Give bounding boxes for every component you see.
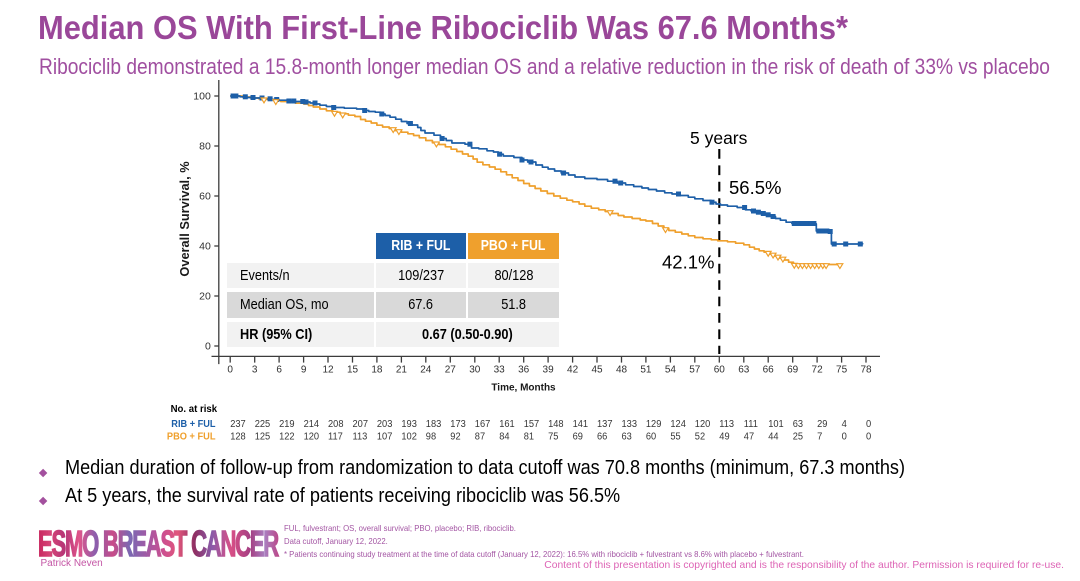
svg-text:102: 102 (401, 432, 417, 443)
svg-text:111: 111 (744, 419, 759, 430)
svg-text:55: 55 (670, 432, 681, 443)
svg-text:129: 129 (646, 419, 662, 430)
svg-text:66: 66 (763, 365, 775, 376)
svg-text:107: 107 (377, 432, 393, 443)
svg-text:60: 60 (714, 365, 726, 376)
svg-text:100: 100 (193, 91, 211, 103)
svg-text:219: 219 (279, 419, 295, 430)
svg-text:PBO + FUL: PBO + FUL (167, 432, 216, 443)
svg-text:173: 173 (450, 419, 466, 430)
svg-text:Time, Months: Time, Months (491, 382, 556, 393)
svg-text:157: 157 (524, 419, 540, 430)
svg-text:0: 0 (866, 432, 872, 443)
svg-text:122: 122 (279, 432, 295, 443)
svg-text:63: 63 (738, 365, 750, 376)
svg-text:36: 36 (518, 365, 530, 376)
svg-text:101: 101 (768, 419, 784, 430)
svg-text:56.5%: 56.5% (729, 177, 781, 198)
svg-text:63: 63 (622, 432, 633, 443)
svg-text:133: 133 (622, 419, 638, 430)
svg-text:66: 66 (597, 432, 608, 443)
svg-text:42.1%: 42.1% (662, 252, 714, 273)
svg-text:60: 60 (646, 432, 657, 443)
svg-text:No. at risk: No. at risk (171, 404, 218, 415)
svg-text:225: 225 (255, 419, 271, 430)
svg-text:98: 98 (426, 432, 437, 443)
svg-text:141: 141 (573, 419, 589, 430)
svg-text:44: 44 (768, 432, 779, 443)
svg-text:29: 29 (817, 419, 828, 430)
svg-text:RIB + FUL: RIB + FUL (171, 419, 215, 430)
svg-text:Overall Survival, %: Overall Survival, % (177, 161, 192, 277)
svg-text:128: 128 (230, 432, 246, 443)
svg-text:148: 148 (548, 419, 564, 430)
svg-text:124: 124 (670, 419, 686, 430)
svg-text:0: 0 (842, 432, 848, 443)
svg-text:0: 0 (227, 365, 233, 376)
svg-text:69: 69 (573, 432, 584, 443)
svg-text:167: 167 (475, 419, 491, 430)
svg-text:84: 84 (499, 432, 510, 443)
svg-text:24: 24 (420, 365, 432, 376)
svg-text:18: 18 (371, 365, 383, 376)
svg-text:75: 75 (548, 432, 559, 443)
svg-text:113: 113 (719, 419, 734, 430)
svg-text:57: 57 (689, 365, 701, 376)
svg-text:25: 25 (793, 432, 804, 443)
svg-text:52: 52 (695, 432, 706, 443)
svg-text:237: 237 (230, 419, 246, 430)
svg-text:80: 80 (199, 141, 211, 153)
svg-text:208: 208 (328, 419, 344, 430)
svg-text:125: 125 (255, 432, 271, 443)
svg-text:137: 137 (597, 419, 613, 430)
svg-text:9: 9 (301, 365, 307, 376)
svg-text:45: 45 (591, 365, 603, 376)
svg-text:75: 75 (836, 365, 848, 376)
svg-text:193: 193 (401, 419, 417, 430)
svg-text:20: 20 (199, 291, 211, 303)
svg-text:120: 120 (304, 432, 320, 443)
svg-text:63: 63 (793, 419, 804, 430)
svg-text:69: 69 (787, 365, 799, 376)
svg-text:113: 113 (353, 432, 368, 443)
svg-text:60: 60 (199, 191, 211, 203)
svg-text:39: 39 (543, 365, 555, 376)
svg-text:117: 117 (328, 432, 343, 443)
svg-text:49: 49 (719, 432, 730, 443)
svg-text:27: 27 (445, 365, 457, 376)
svg-text:47: 47 (744, 432, 755, 443)
svg-text:7: 7 (817, 432, 823, 443)
svg-text:48: 48 (616, 365, 628, 376)
svg-text:203: 203 (377, 419, 393, 430)
svg-text:214: 214 (304, 419, 320, 430)
svg-text:207: 207 (353, 419, 369, 430)
svg-text:183: 183 (426, 419, 442, 430)
svg-text:33: 33 (494, 365, 506, 376)
svg-text:161: 161 (499, 419, 515, 430)
svg-text:30: 30 (469, 365, 481, 376)
svg-text:42: 42 (567, 365, 579, 376)
svg-text:78: 78 (860, 365, 872, 376)
svg-text:87: 87 (475, 432, 486, 443)
svg-text:51: 51 (640, 365, 652, 376)
svg-text:4: 4 (842, 419, 848, 430)
svg-text:92: 92 (450, 432, 461, 443)
svg-text:0: 0 (205, 341, 211, 353)
svg-text:81: 81 (524, 432, 535, 443)
svg-text:15: 15 (347, 365, 359, 376)
svg-text:72: 72 (812, 365, 824, 376)
svg-text:120: 120 (695, 419, 711, 430)
svg-text:54: 54 (665, 365, 677, 376)
svg-text:5 years: 5 years (690, 128, 748, 148)
svg-text:6: 6 (276, 365, 282, 376)
svg-text:0: 0 (866, 419, 872, 430)
svg-text:21: 21 (396, 365, 408, 376)
svg-text:3: 3 (252, 365, 258, 376)
svg-text:12: 12 (322, 365, 334, 376)
svg-text:ESMO BREAST CANCER: ESMO BREAST CANCER (38, 524, 279, 562)
svg-text:40: 40 (199, 241, 211, 253)
